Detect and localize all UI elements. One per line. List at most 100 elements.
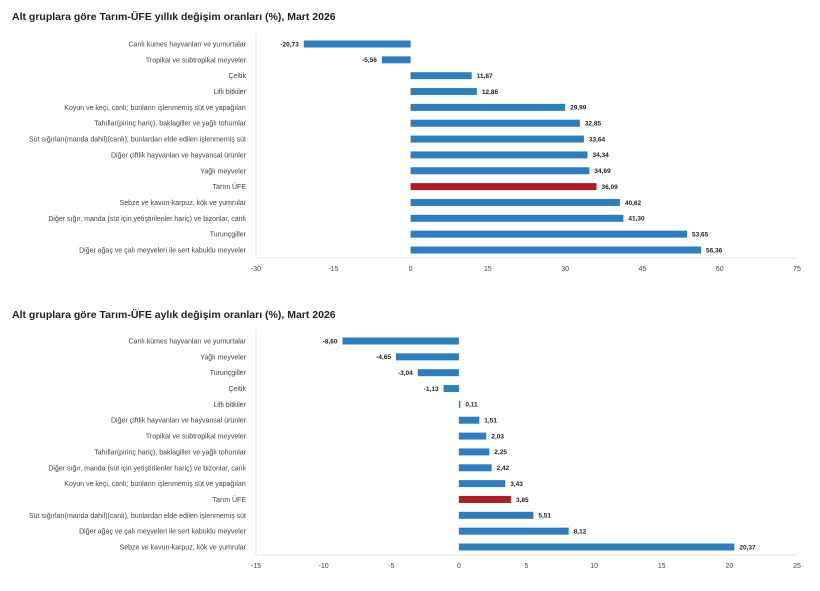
category-label: Koyun ve keçi, canlı; bunların işlenmemi… <box>64 105 246 112</box>
data-label: -1,13 <box>424 386 439 393</box>
bar <box>410 103 566 111</box>
category-label: Turunçgiller <box>210 232 247 239</box>
x-tick-label: -15 <box>328 266 338 273</box>
category-label: Canlı kümes hayvanları ve yumurtalar <box>129 42 247 49</box>
x-tick-label: 10 <box>590 563 598 570</box>
category-label: Tahıllar(pirinç hariç), baklagiller ve y… <box>94 121 246 128</box>
category-label: Sebze ve kavun-karpuz, kök ve yumrular <box>120 200 247 207</box>
data-label: 32,85 <box>585 121 602 128</box>
x-tick-label: -5 <box>388 563 394 570</box>
category-label: Süt sığırları(manda dahil)(canlı), bunla… <box>29 513 246 520</box>
category-label: Diğer ağaç ve çalı meyveleri ile sert ka… <box>79 529 247 536</box>
bar <box>395 353 459 361</box>
data-label: -8,60 <box>323 338 338 345</box>
bar <box>410 119 580 127</box>
data-label: 53,65 <box>692 231 709 238</box>
data-label: 11,87 <box>477 73 493 80</box>
data-label: 8,12 <box>574 528 587 535</box>
category-label: Tarım ÜFE <box>213 183 247 191</box>
data-label: 1,51 <box>484 418 497 425</box>
bar <box>410 230 687 238</box>
data-label: -20,73 <box>280 41 299 48</box>
x-tick-label: 45 <box>639 266 647 273</box>
data-label: 2,25 <box>494 449 507 456</box>
x-tick-label: 0 <box>457 563 461 570</box>
bar <box>417 369 459 377</box>
x-tick-label: 15 <box>658 563 666 570</box>
data-label: 56,36 <box>706 247 723 254</box>
x-tick-label: -15 <box>251 563 261 570</box>
bar <box>342 337 459 345</box>
category-label: Diğer çiftlik hayvanları ve hayvansal ür… <box>111 418 247 425</box>
x-tick-label: 25 <box>793 563 801 570</box>
bar <box>381 56 411 64</box>
data-label: 40,62 <box>625 200 642 207</box>
category-label: Turunçgiller <box>210 370 247 377</box>
bar <box>410 198 620 206</box>
data-label: -5,56 <box>362 57 377 64</box>
bar <box>410 246 701 254</box>
data-label: 36,09 <box>602 184 619 191</box>
x-tick-label: 15 <box>484 266 492 273</box>
data-label: 20,37 <box>739 544 756 551</box>
bar <box>458 495 511 503</box>
data-label: 0,11 <box>465 402 478 409</box>
bar <box>458 432 487 440</box>
category-label: Çeltik <box>228 73 246 80</box>
data-label: -4,65 <box>376 354 391 361</box>
chart-title: Alt gruplara göre Tarım-ÜFE yıllık değiş… <box>12 10 336 23</box>
x-tick-label: 0 <box>409 266 413 273</box>
category-label: Sebze ve kavun-karpuz, kök ve yumrular <box>120 545 247 552</box>
bar <box>410 72 472 80</box>
data-label: 12,86 <box>482 89 499 96</box>
x-tick-label: 5 <box>525 563 529 570</box>
data-label: 34,34 <box>593 152 610 159</box>
data-label: 5,51 <box>538 513 551 520</box>
x-tick-label: 75 <box>793 266 801 273</box>
category-label: Tarım ÜFE <box>213 496 247 504</box>
bar <box>410 214 624 222</box>
data-label: 33,64 <box>589 136 606 143</box>
category-label: Lifli bitkiler <box>213 402 246 409</box>
category-label: Diğer sığır, manda (süt için yetiştirile… <box>48 465 246 472</box>
bar <box>303 40 411 48</box>
data-label: 2,42 <box>497 465 510 472</box>
bar <box>458 448 490 456</box>
data-label: 2,03 <box>491 433 504 440</box>
category-label: Çeltik <box>228 386 246 393</box>
data-label: -3,04 <box>398 370 413 377</box>
bar <box>410 167 590 175</box>
x-tick-label: -30 <box>251 266 261 273</box>
category-label: Tropikal ve subtropikal meyveler <box>146 434 247 441</box>
bar <box>458 416 480 424</box>
bar <box>458 464 492 472</box>
category-label: Süt sığırları(manda dahil)(canlı), bunla… <box>29 137 246 144</box>
category-label: Yağlı meyveler <box>200 354 246 361</box>
bar <box>410 183 597 191</box>
bar <box>443 385 459 393</box>
chart-title: Alt gruplara göre Tarım-ÜFE aylık değişi… <box>12 308 336 321</box>
bar <box>410 151 588 159</box>
x-tick-label: 30 <box>561 266 569 273</box>
category-label: Diğer ağaç ve çalı meyveleri ile sert ka… <box>79 248 247 255</box>
bar <box>458 480 506 488</box>
bar <box>410 88 477 96</box>
data-label: 3,43 <box>510 481 523 488</box>
data-label: 29,99 <box>570 105 587 112</box>
category-label: Tropikal ve subtropikal meyveler <box>146 57 247 64</box>
x-tick-label: 20 <box>725 563 733 570</box>
bar <box>410 135 584 143</box>
x-tick-label: 60 <box>716 266 724 273</box>
category-label: Canlı kümes hayvanları ve yumurtalar <box>129 339 247 346</box>
data-label: 41,30 <box>628 216 645 223</box>
category-label: Yağlı meyveler <box>200 168 246 175</box>
category-label: Lifli bitkiler <box>213 89 246 96</box>
x-tick-label: -10 <box>319 563 329 570</box>
bar <box>458 543 735 551</box>
category-label: Diğer çiftlik hayvanları ve hayvansal ür… <box>111 152 247 159</box>
data-label: 34,69 <box>594 168 611 175</box>
bar <box>458 511 534 519</box>
data-label: 3,85 <box>516 497 529 504</box>
bar <box>458 400 461 408</box>
category-label: Diğer sığır, manda (süt için yetiştirile… <box>48 216 246 223</box>
